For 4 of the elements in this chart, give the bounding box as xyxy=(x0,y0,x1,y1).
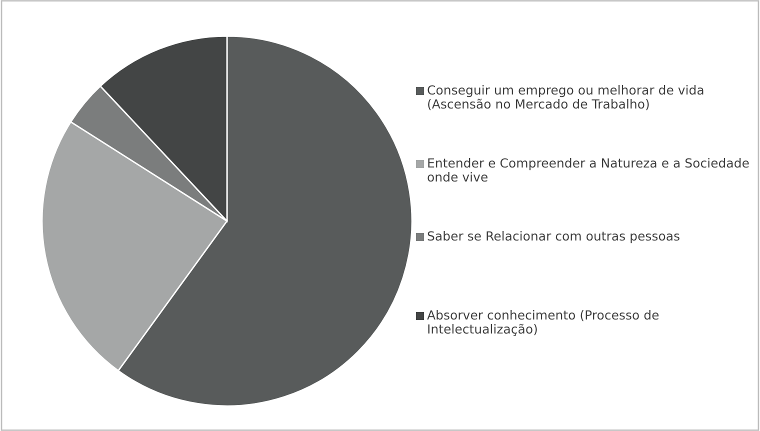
legend-label: Conseguir um emprego ou melhorar de vida (Ascensão no Mercado de Trabalho) xyxy=(428,85,704,110)
legend-label: Absorver conhecimento (Processo de Intelectualização) xyxy=(427,310,659,336)
legend-label: Entender e Compreender a Natureza e a Sociedade onde vive xyxy=(428,158,749,182)
legend-label: Saber se Relacionar com outras pessoas xyxy=(428,231,680,244)
